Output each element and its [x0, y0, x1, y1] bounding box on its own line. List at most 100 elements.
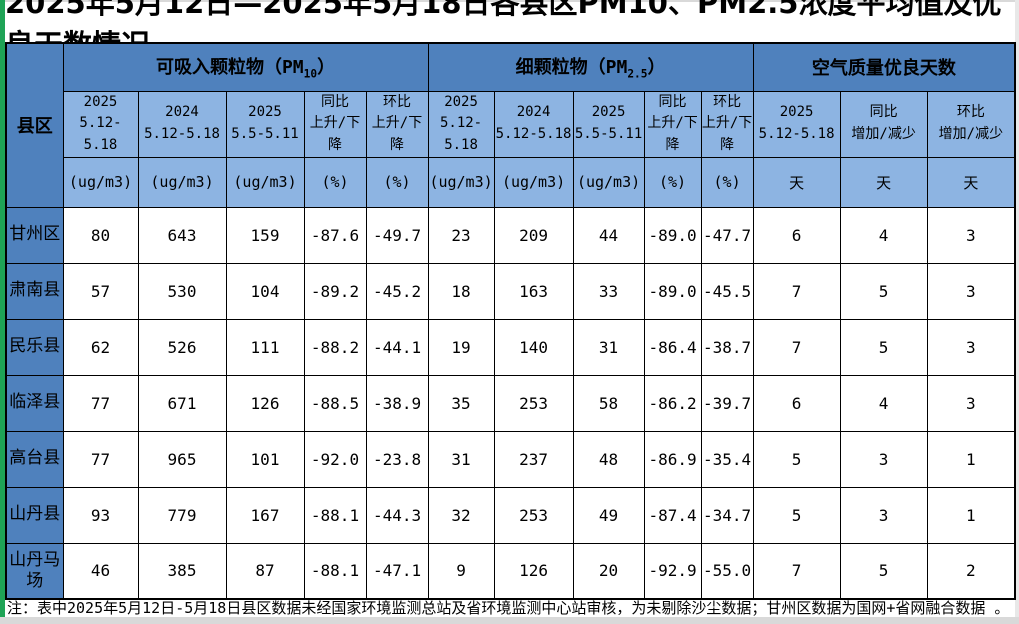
data-cell: 49	[572, 486, 645, 544]
unit-header: (%)	[700, 156, 754, 208]
unit-header: (ug/m3)	[572, 156, 645, 208]
data-cell: -88.5	[303, 374, 367, 432]
data-cell: -49.7	[365, 206, 429, 264]
data-cell: 126	[225, 374, 305, 432]
row-header-county: 高台县	[5, 430, 64, 488]
data-cell: 779	[137, 486, 227, 544]
data-cell: 4	[839, 374, 928, 432]
data-cell: 3	[926, 206, 1016, 264]
data-cell: 7	[752, 542, 841, 600]
period-header: 2025 5.5-5.11	[572, 90, 645, 158]
data-cell: 48	[572, 430, 645, 488]
table-row: 民乐县 62 526 111 -88.2 -44.1 19 140 31 -86…	[5, 318, 1016, 376]
data-cell: 6	[752, 206, 841, 264]
group-label-text: 空气质量优良天数	[811, 58, 956, 80]
table-row: 山丹马场 46 385 87 -88.1 -47.1 9 126 20 -92.…	[5, 542, 1016, 600]
group-label-text: 可吸入颗粒物（PM	[155, 57, 304, 79]
period-header: 2024 5.12-5.18	[493, 90, 574, 158]
data-cell: 3	[926, 262, 1016, 320]
data-cell: 35	[427, 374, 495, 432]
period-header: 环比 增加/减少	[926, 90, 1016, 158]
data-cell: -34.7	[700, 486, 754, 544]
unit-header: (ug/m3)	[493, 156, 574, 208]
data-cell: -45.5	[700, 262, 754, 320]
data-cell: -92.9	[643, 542, 702, 600]
data-cell: 93	[62, 486, 139, 544]
data-cell: -38.7	[700, 318, 754, 376]
top-edge-line	[0, 0, 1019, 2]
data-cell: 20	[572, 542, 645, 600]
group-header-pm10: 可吸入颗粒物（PM10）	[62, 42, 429, 92]
data-cell: 62	[62, 318, 139, 376]
period-header: 同比 增加/减少	[839, 90, 928, 158]
bottom-gray-strip	[0, 617, 1019, 624]
data-cell: 526	[137, 318, 227, 376]
data-cell: -92.0	[303, 430, 367, 488]
group-label-text: ）	[647, 57, 666, 79]
data-cell: 5	[752, 430, 841, 488]
data-cell: 237	[493, 430, 574, 488]
table-row: 临泽县 77 671 126 -88.5 -38.9 35 253 58 -86…	[5, 374, 1016, 432]
data-cell: 46	[62, 542, 139, 600]
data-cell: 33	[572, 262, 645, 320]
period-header: 环比 上升/下降	[700, 90, 754, 158]
pm-data-table: 县区 可吸入颗粒物（PM10） 细颗粒物（PM2.5） 空气质量优良天数 202…	[5, 42, 1017, 601]
data-cell: 9	[427, 542, 495, 600]
unit-header: 天	[839, 156, 928, 208]
data-cell: 101	[225, 430, 305, 488]
data-cell: -45.2	[365, 262, 429, 320]
group-header-pm25: 细颗粒物（PM2.5）	[427, 42, 754, 92]
period-header: 2025 5.5-5.11	[225, 90, 305, 158]
data-cell: -44.3	[365, 486, 429, 544]
period-header-row: 2025 5.12-5.18 2024 5.12-5.18 2025 5.5-5.11…	[6, 90, 1016, 158]
group-label-subscript: 10	[303, 68, 318, 82]
group-label-text: 细颗粒物（PM	[515, 57, 628, 79]
period-header: 同比 上升/下降	[303, 90, 367, 158]
group-header-row: 县区 可吸入颗粒物（PM10） 细颗粒物（PM2.5） 空气质量优良天数	[5, 42, 1016, 208]
row-header-county: 民乐县	[5, 318, 64, 376]
data-cell: 18	[427, 262, 495, 320]
data-cell: 3	[839, 486, 928, 544]
unit-header: (ug/m3)	[62, 156, 139, 208]
period-header: 同比 上升/下降	[643, 90, 702, 158]
unit-header-row: (ug/m3) (ug/m3) (ug/m3) (%) (%) (ug/m3) …	[6, 156, 1016, 208]
group-label-subscript: 2.5	[627, 68, 648, 82]
data-cell: -86.4	[643, 318, 702, 376]
unit-header: 天	[926, 156, 1016, 208]
data-cell: 140	[493, 318, 574, 376]
table-row: 甘州区 80 643 159 -87.6 -49.7 23 209 44 -89…	[5, 206, 1016, 264]
data-cell: 80	[62, 206, 139, 264]
unit-header: (%)	[365, 156, 429, 208]
group-label-text: ）	[317, 57, 336, 79]
unit-header: (%)	[303, 156, 367, 208]
table-row: 高台县 77 965 101 -92.0 -23.8 31 237 48 -86…	[5, 430, 1016, 488]
data-cell: 643	[137, 206, 227, 264]
row-header-county: 山丹马场	[5, 542, 64, 600]
data-cell: 44	[572, 206, 645, 264]
data-cell: -89.2	[303, 262, 367, 320]
corner-header-county: 县区	[5, 42, 64, 208]
data-cell: 104	[225, 262, 305, 320]
row-header-county: 甘州区	[5, 206, 64, 264]
unit-header: 天	[752, 156, 841, 208]
unit-header: (%)	[643, 156, 702, 208]
table-row: 山丹县 93 779 167 -88.1 -44.3 32 253 49 -87…	[5, 486, 1016, 544]
data-cell: 163	[493, 262, 574, 320]
data-cell: -87.6	[303, 206, 367, 264]
period-header: 2025 5.12-5.18	[62, 90, 139, 158]
data-cell: 3	[926, 374, 1016, 432]
data-cell: -86.2	[643, 374, 702, 432]
period-header: 环比 上升/下降	[365, 90, 429, 158]
unit-header: (ug/m3)	[225, 156, 305, 208]
data-cell: 253	[493, 374, 574, 432]
data-cell: -23.8	[365, 430, 429, 488]
data-cell: -88.1	[303, 542, 367, 600]
data-cell: 23	[427, 206, 495, 264]
data-cell: 5	[839, 318, 928, 376]
data-cell: 5	[839, 542, 928, 600]
data-cell: 965	[137, 430, 227, 488]
row-header-county: 山丹县	[5, 486, 64, 544]
data-cell: -86.9	[643, 430, 702, 488]
data-cell: -88.1	[303, 486, 367, 544]
data-cell: 77	[62, 430, 139, 488]
